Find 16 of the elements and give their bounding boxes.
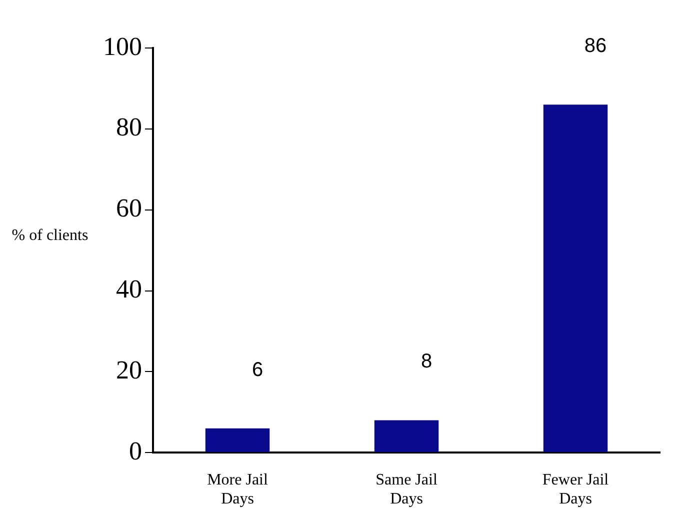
bar <box>205 428 270 452</box>
y-tick-label: 0 <box>129 436 142 466</box>
y-tick-label: 100 <box>103 32 142 61</box>
data-label: 86 <box>584 35 607 58</box>
bar <box>374 420 439 452</box>
y-tick-label: 40 <box>116 274 142 304</box>
x-tick-label: Same Jail Days <box>376 471 438 508</box>
y-axis-title: % of clients <box>10 226 90 246</box>
data-label: 8 <box>420 350 432 373</box>
data-label: 6 <box>252 358 264 381</box>
y-tick-label: 80 <box>116 112 142 142</box>
x-tick-label: More Jail Days <box>207 471 268 508</box>
y-tick-label: 60 <box>116 194 142 223</box>
bar <box>543 104 608 452</box>
y-tick-label: 20 <box>116 356 142 385</box>
x-tick-label: Fewer Jail Days <box>542 471 610 508</box>
